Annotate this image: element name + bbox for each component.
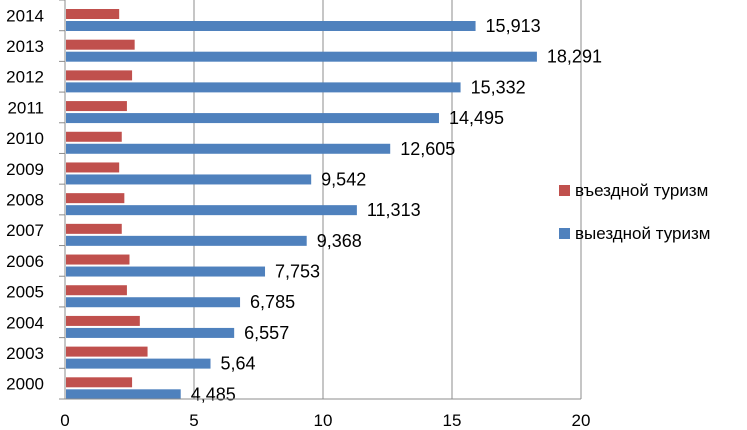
category-label-2007: 2007: [6, 221, 44, 240]
data-label-outbound-2008: 11,313: [367, 200, 421, 220]
bar-outbound-2010: [66, 143, 391, 154]
data-label-outbound-2013: 18,291: [547, 47, 602, 67]
data-label-outbound-2004: 6,557: [244, 323, 289, 343]
bar-inbound-2010: [66, 131, 122, 142]
bar-inbound-2013: [66, 39, 135, 50]
category-label-2005: 2005: [6, 283, 44, 302]
bar-inbound-2000: [66, 377, 133, 388]
bar-outbound-2011: [66, 113, 439, 124]
x-tick-label-20: 20: [572, 411, 591, 430]
legend-label-0: въездной туризм: [575, 181, 708, 200]
x-tick-label-5: 5: [189, 411, 198, 430]
bar-inbound-2006: [66, 254, 130, 265]
category-label-2013: 2013: [6, 37, 44, 56]
data-label-outbound-2014: 15,913: [486, 16, 541, 36]
category-label-2011: 2011: [7, 98, 44, 117]
data-label-outbound-2006: 7,753: [275, 262, 320, 282]
bar-outbound-2006: [66, 266, 266, 277]
bar-outbound-2008: [66, 205, 357, 216]
category-label-2008: 2008: [6, 191, 44, 210]
category-label-2010: 2010: [6, 129, 44, 148]
bar-outbound-2003: [66, 358, 211, 369]
bar-inbound-2003: [66, 346, 148, 357]
data-label-outbound-2010: 12,605: [400, 139, 455, 159]
bar-outbound-2014: [66, 21, 476, 31]
x-tick-label-10: 10: [314, 411, 333, 430]
data-label-outbound-2011: 14,495: [449, 108, 504, 128]
data-label-outbound-2000: 4,485: [191, 384, 236, 404]
x-tick-label-0: 0: [60, 411, 69, 430]
bar-inbound-2011: [66, 101, 127, 112]
bar-inbound-2004: [66, 315, 140, 326]
bar-outbound-2005: [66, 297, 241, 308]
bar-outbound-2012: [66, 82, 461, 93]
data-label-outbound-2007: 9,368: [317, 231, 362, 251]
bar-outbound-2007: [66, 235, 307, 246]
category-label-2004: 2004: [6, 313, 44, 332]
category-label-2009: 2009: [6, 160, 44, 179]
bar-inbound-2009: [66, 162, 120, 173]
category-label-2014: 2014: [6, 6, 44, 25]
category-label-2006: 2006: [6, 252, 44, 271]
category-label-2012: 2012: [6, 68, 44, 87]
bar-inbound-2008: [66, 193, 125, 204]
category-label-2000: 2000: [6, 375, 44, 394]
bar-outbound-2004: [66, 327, 235, 338]
bar-inbound-2007: [66, 223, 122, 234]
data-label-outbound-2003: 5,64: [221, 354, 256, 374]
category-label-2003: 2003: [6, 344, 44, 363]
legend-label-1: выездной туризм: [575, 224, 710, 243]
bar-inbound-2005: [66, 285, 127, 296]
x-tick-label-15: 15: [443, 411, 462, 430]
data-label-outbound-2009: 9,542: [321, 169, 366, 189]
legend-swatch-1: [559, 228, 570, 239]
data-label-outbound-2012: 15,332: [471, 77, 526, 97]
bar-outbound-2013: [66, 51, 537, 62]
bar-outbound-2009: [66, 174, 312, 185]
bar-outbound-2000: [66, 389, 181, 400]
bar-inbound-2014: [66, 9, 120, 19]
data-label-outbound-2005: 6,785: [250, 292, 295, 312]
bar-inbound-2012: [66, 70, 133, 81]
legend-swatch-0: [559, 185, 570, 196]
